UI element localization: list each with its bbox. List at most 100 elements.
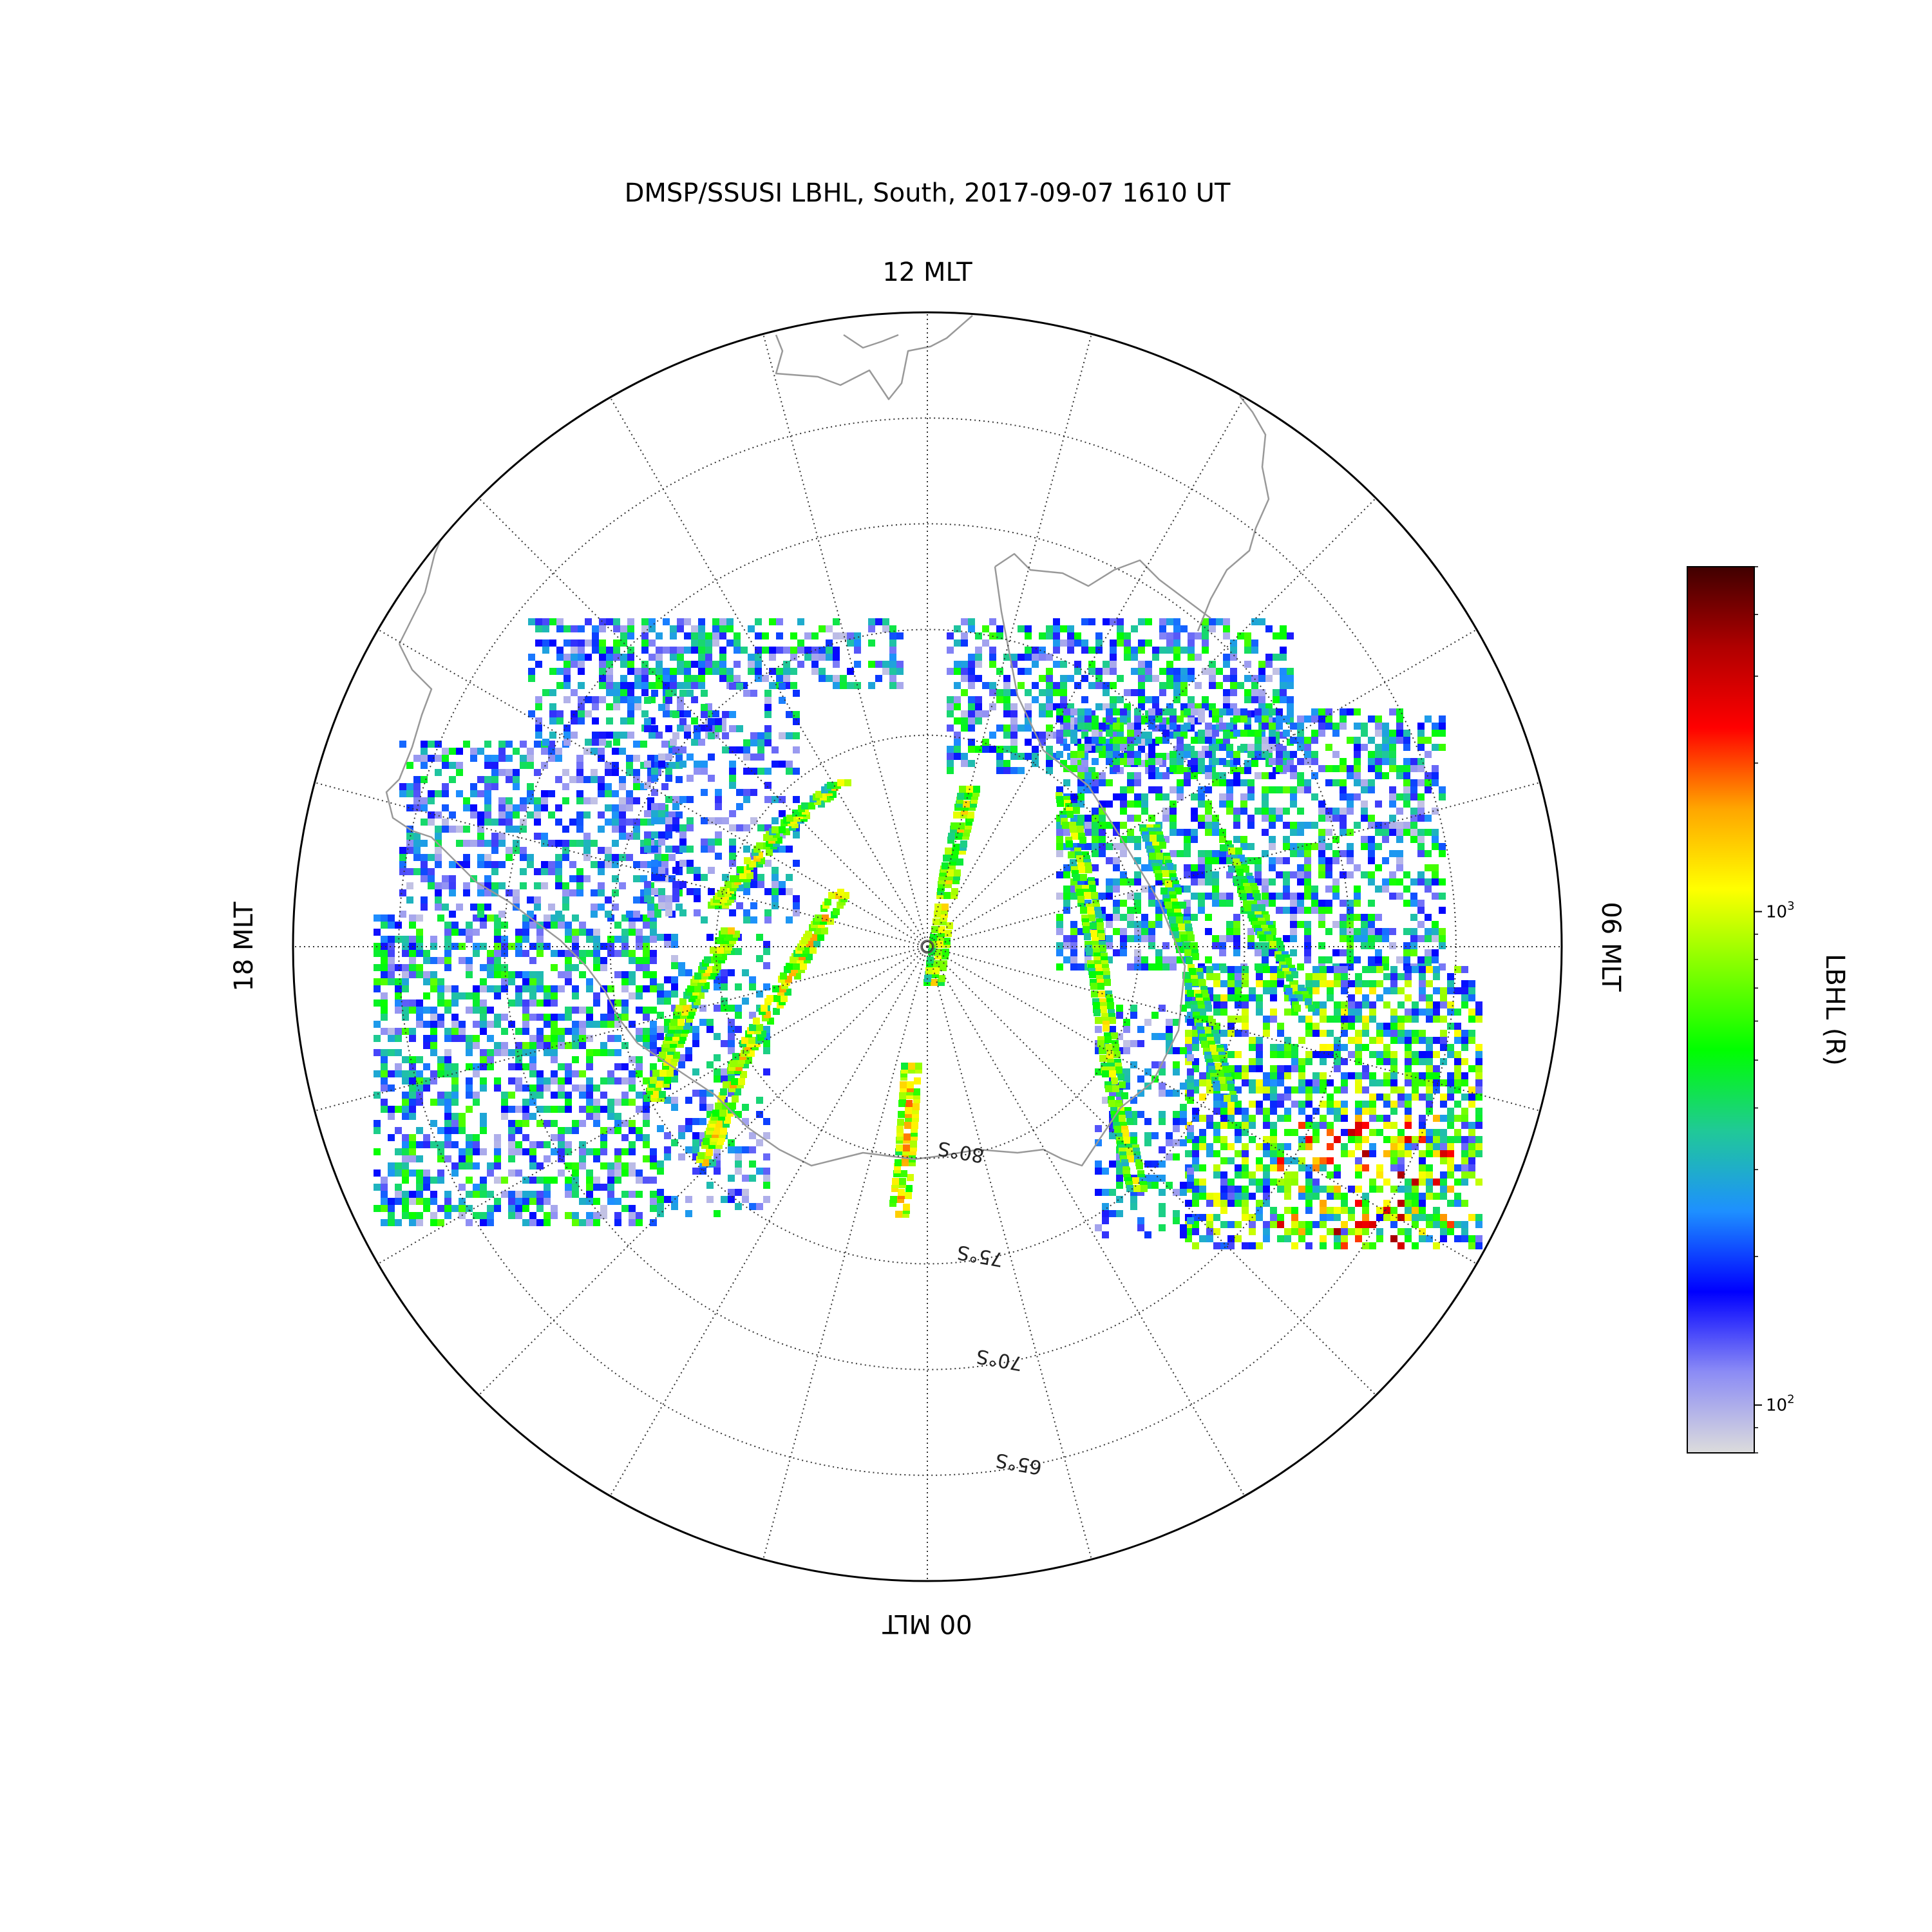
intensity-cell (644, 725, 651, 732)
intensity-cell (1138, 675, 1145, 682)
intensity-cell (569, 875, 576, 882)
intensity-cell (1162, 772, 1170, 779)
intensity-cell (643, 943, 650, 950)
intensity-cell (544, 1212, 551, 1219)
intensity-cell (1063, 744, 1070, 751)
intensity-cell (1249, 1115, 1256, 1122)
intensity-cell (1277, 1164, 1284, 1171)
intensity-cell (1287, 682, 1294, 689)
intensity-cell (1280, 668, 1287, 675)
intensity-cell (607, 1184, 614, 1191)
intensity-cell (1341, 1129, 1348, 1136)
intensity-cell (1010, 717, 1018, 724)
intensity-cell (1155, 914, 1162, 921)
intensity-cell (1291, 1086, 1298, 1094)
intensity-cell (444, 1056, 451, 1063)
intensity-cell (484, 741, 491, 748)
intensity-cell (522, 1063, 529, 1070)
intensity-cell (1320, 980, 1327, 987)
intensity-cell (633, 819, 640, 826)
intensity-cell (1397, 973, 1405, 980)
intensity-cell (456, 904, 463, 911)
intensity-cell (551, 985, 558, 992)
intensity-cell (515, 985, 522, 992)
intensity-cell (1269, 744, 1276, 751)
intensity-cell (1297, 786, 1304, 793)
intensity-cell (687, 817, 694, 824)
intensity-cell (1284, 1108, 1291, 1115)
intensity-cell (583, 797, 591, 804)
intensity-cell (605, 762, 612, 769)
intensity-cell (591, 911, 598, 918)
intensity-cell (571, 661, 578, 668)
intensity-cell (763, 1175, 770, 1182)
intensity-cell (1368, 850, 1375, 857)
intensity-cell (1227, 1179, 1235, 1186)
intensity-cell (576, 769, 583, 776)
intensity-cell (1305, 1179, 1312, 1186)
intensity-cell (882, 618, 889, 625)
intensity-cell (571, 732, 578, 739)
intensity-cell (416, 1014, 423, 1021)
intensity-cell (1277, 1023, 1284, 1030)
intensity-cell (755, 675, 762, 682)
intensity-cell (1468, 1157, 1475, 1164)
intensity-cell (1195, 682, 1202, 689)
intensity-cell (529, 1177, 536, 1184)
intensity-cell (1283, 786, 1290, 793)
intensity-cell (668, 854, 676, 861)
intensity-cell (1205, 800, 1212, 808)
intensity-cell (701, 846, 708, 853)
intensity-cell (1347, 708, 1354, 715)
intensity-cell (381, 914, 388, 922)
intensity-cell (677, 682, 684, 689)
intensity-cell (699, 1097, 706, 1104)
intensity-cell (1099, 829, 1106, 836)
intensity-cell (1426, 1072, 1433, 1079)
intensity-cell (1447, 1164, 1454, 1171)
intensity-cell (1376, 1235, 1383, 1242)
intensity-cell (1376, 1171, 1383, 1179)
intensity-cell (1287, 675, 1294, 682)
intensity-cell (1361, 744, 1368, 751)
intensity-cell (1265, 625, 1273, 632)
intensity-cell (569, 889, 576, 896)
intensity-cell (1355, 1079, 1362, 1086)
intensity-cell (529, 1049, 536, 1056)
intensity-cell (1255, 808, 1262, 815)
intensity-cell (508, 1155, 515, 1162)
intensity-cell (1340, 921, 1347, 928)
intensity-cell (715, 831, 722, 838)
intensity-cell (687, 888, 694, 895)
intensity-cell (562, 904, 569, 911)
intensity-cell (1426, 1129, 1433, 1136)
intensity-cell (1355, 1122, 1362, 1129)
intensity-cell (1396, 715, 1403, 723)
intensity-cell (1298, 1101, 1305, 1108)
intensity-cell (1223, 689, 1230, 696)
intensity-cell (1417, 779, 1425, 786)
intensity-cell (1334, 1242, 1341, 1249)
intensity-cell (1205, 737, 1212, 744)
intensity-cell (1188, 696, 1195, 703)
intensity-cell (1475, 1136, 1482, 1143)
intensity-cell (1403, 949, 1410, 956)
intensity-cell (1263, 1086, 1270, 1094)
intensity-cell (685, 1118, 692, 1125)
intensity-cell (466, 992, 473, 999)
intensity-cell (1320, 1200, 1327, 1207)
intensity-cell (1039, 647, 1046, 654)
intensity-cell (520, 819, 527, 826)
intensity-cell (1148, 723, 1155, 730)
intensity-cell (494, 985, 501, 992)
intensity-cell (634, 703, 641, 710)
intensity-cell (1376, 1037, 1383, 1044)
intensity-cell (508, 1198, 515, 1205)
intensity-cell (1148, 744, 1155, 751)
intensity-cell (1106, 935, 1113, 942)
intensity-cell (1447, 1044, 1454, 1051)
intensity-cell (1440, 1101, 1447, 1108)
intensity-cell (1220, 1044, 1227, 1051)
intensity-cell (1410, 786, 1417, 793)
intensity-cell (1120, 942, 1127, 949)
